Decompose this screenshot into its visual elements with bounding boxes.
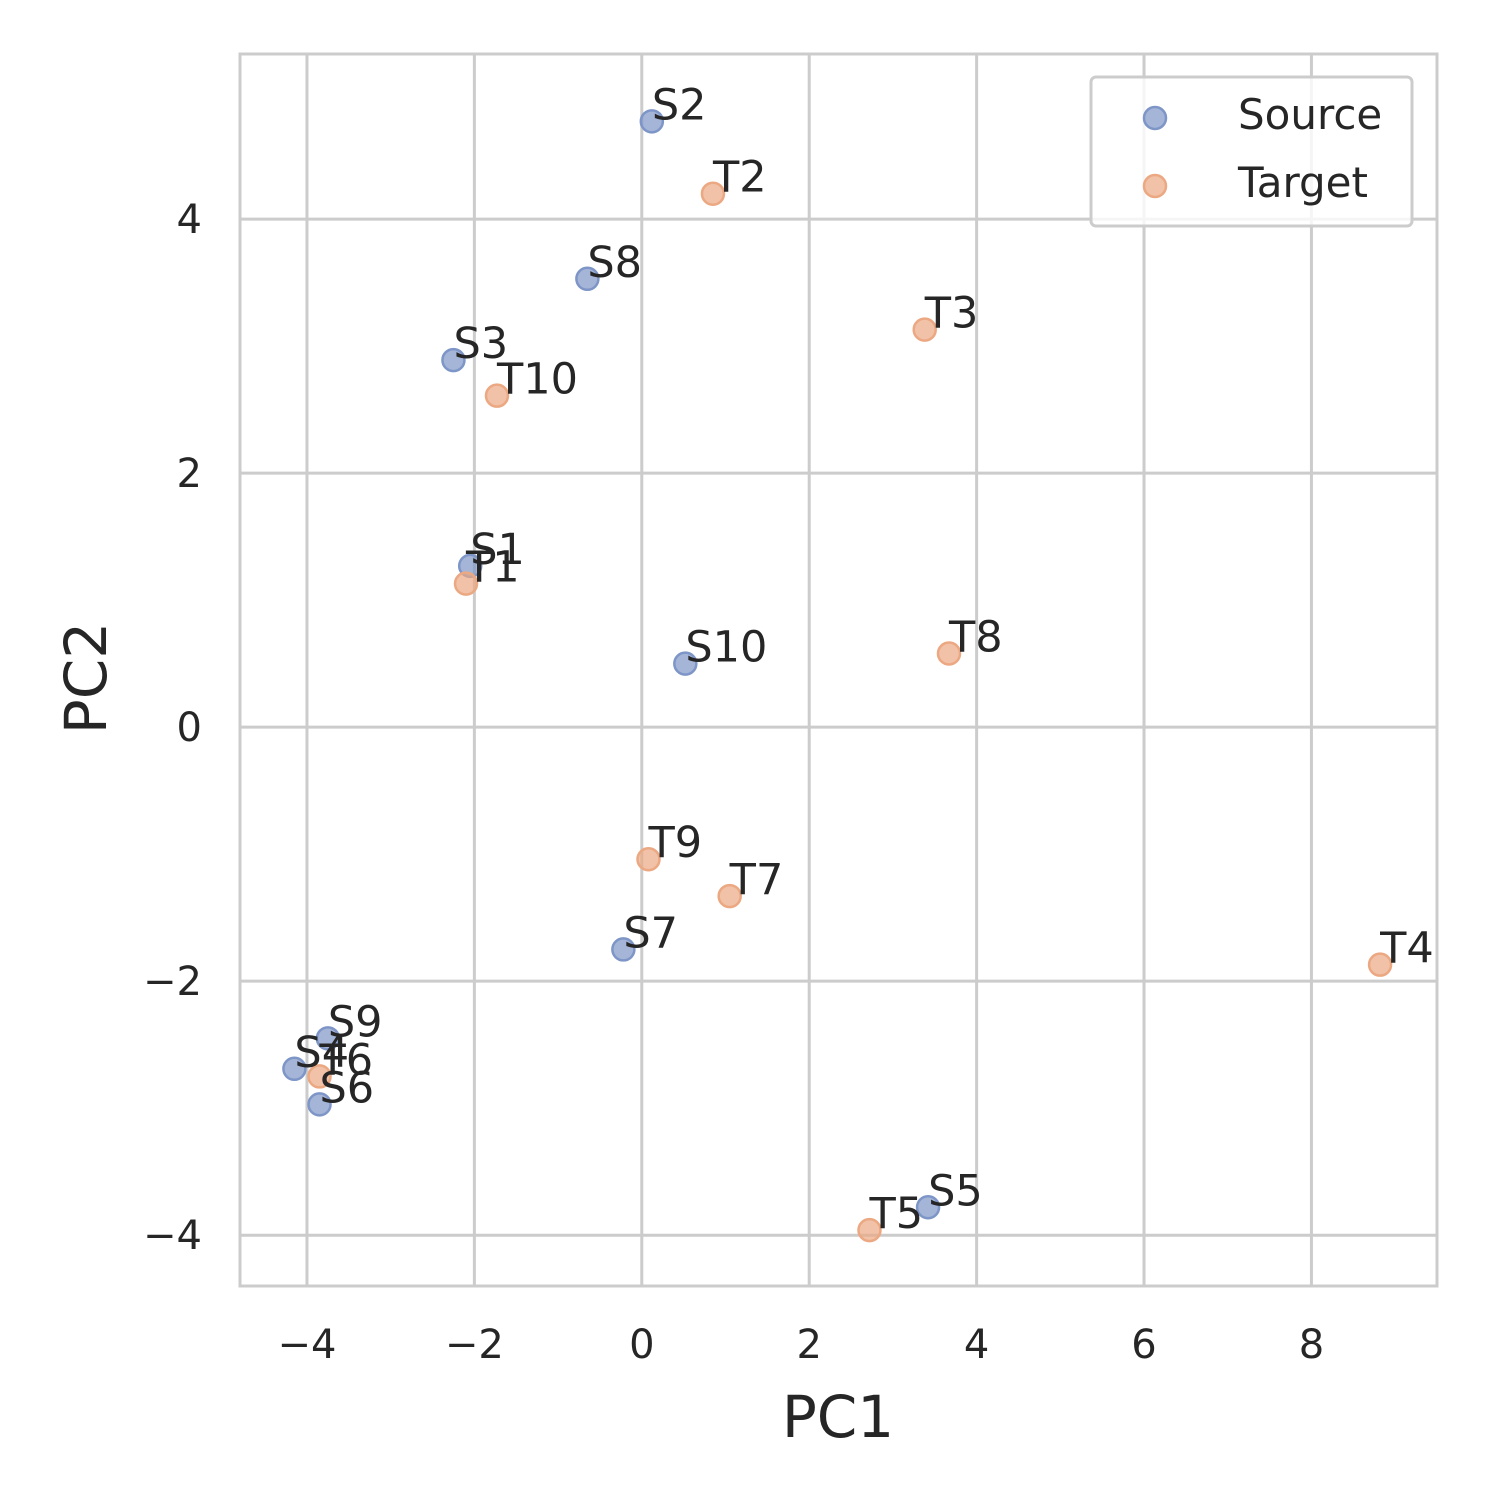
point-t6 <box>307 1064 332 1089</box>
point-t10 <box>484 383 510 408</box>
point-label-t7: T7 <box>729 855 784 905</box>
x-tick-label: 0 <box>629 1322 654 1368</box>
point-t8 <box>936 641 962 666</box>
point-label-s1: S1 <box>470 525 525 575</box>
legend: Source Target <box>1089 75 1414 228</box>
point-t2 <box>700 181 726 206</box>
x-tick-label: 8 <box>1299 1322 1324 1368</box>
legend-label-source: Source <box>1238 90 1382 139</box>
y-tick-label: 2 <box>177 451 202 497</box>
point-t1 <box>453 571 479 596</box>
y-tick-label: −4 <box>143 1213 202 1259</box>
x-axis-ticks: −4 −2 0 2 4 6 8 <box>277 1322 1324 1368</box>
y-tick-label: 0 <box>177 705 202 751</box>
point-label-s6: S6 <box>320 1063 375 1113</box>
point-label-s2: S2 <box>652 80 707 130</box>
point-t7 <box>717 883 742 909</box>
point-t3 <box>912 317 937 342</box>
point-label-s3: S3 <box>453 319 508 369</box>
point-t4 <box>1367 952 1393 977</box>
x-tick-label: −2 <box>445 1322 504 1368</box>
point-label-t4: T4 <box>1379 924 1434 974</box>
point-s5 <box>915 1195 941 1220</box>
y-tick-label: 4 <box>177 197 202 243</box>
y-axis-label: PC2 <box>52 622 120 734</box>
point-label-t2: T2 <box>712 153 767 203</box>
legend-marker-source <box>1142 105 1168 131</box>
legend-box <box>1089 75 1414 228</box>
point-s7 <box>611 937 636 962</box>
point-s9 <box>315 1026 341 1051</box>
y-axis-ticks: −4 −2 0 2 4 <box>143 197 202 1259</box>
x-tick-label: 4 <box>964 1322 989 1368</box>
legend-label-target: Target <box>1237 158 1368 207</box>
point-labels: S1 S2 S3 S4 S5 S6 S7 S8 S9 S10 T1 T2 T3 T4 T5 T6 T7 T8 T9 T… <box>294 80 1433 1239</box>
data-points <box>282 109 1393 1243</box>
point-label-t5: T5 <box>868 1189 923 1239</box>
x-tick-label: −4 <box>277 1322 336 1368</box>
plot-area-frame <box>238 52 1439 1288</box>
point-label-t10: T10 <box>496 355 578 405</box>
point-s2 <box>639 109 665 134</box>
point-s8 <box>575 266 600 292</box>
x-tick-label: 6 <box>1131 1322 1156 1368</box>
point-label-t6: T6 <box>319 1035 374 1085</box>
point-label-s4: S4 <box>294 1028 349 1078</box>
point-label-s7: S7 <box>623 908 678 958</box>
point-s4 <box>282 1056 307 1082</box>
point-label-t8: T8 <box>948 612 1003 662</box>
x-tick-label: 2 <box>796 1322 821 1368</box>
point-s6 <box>307 1092 332 1117</box>
grid-lines <box>240 54 1437 1286</box>
point-label-t9: T9 <box>647 818 702 868</box>
point-label-t3: T3 <box>924 289 979 339</box>
point-label-s8: S8 <box>587 238 642 288</box>
point-label-t1: T1 <box>465 543 520 593</box>
point-s10 <box>673 651 698 676</box>
point-label-s5: S5 <box>928 1166 983 1216</box>
point-t9 <box>636 846 661 872</box>
legend-marker-target <box>1142 173 1168 199</box>
x-axis-label: PC1 <box>782 1383 894 1451</box>
point-label-s10: S10 <box>685 623 767 673</box>
point-label-s9: S9 <box>328 997 383 1047</box>
y-tick-label: −2 <box>143 959 202 1005</box>
point-t5 <box>857 1217 882 1243</box>
point-s3 <box>441 347 466 373</box>
